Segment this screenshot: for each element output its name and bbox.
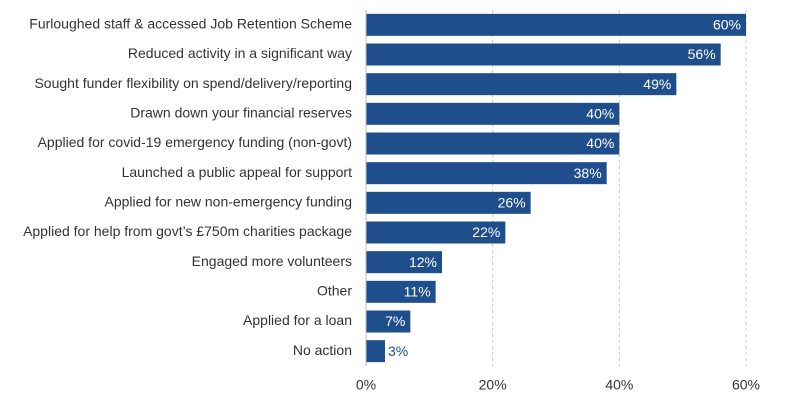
data-label: 38%: [574, 165, 602, 181]
category-label: Applied for help from govt’s £750m chari…: [23, 223, 352, 239]
data-label: 56%: [688, 46, 716, 62]
data-label: 11%: [404, 284, 431, 300]
category-label: Other: [317, 283, 352, 299]
bar: [366, 162, 607, 185]
data-label: 26%: [498, 195, 526, 211]
category-label: Applied for covid-19 emergency funding (…: [38, 134, 352, 150]
data-label: 22%: [472, 224, 500, 240]
x-tick-label: 40%: [605, 377, 633, 393]
category-label: Applied for a loan: [243, 312, 352, 328]
bar: [366, 251, 442, 274]
data-label: 49%: [643, 76, 671, 92]
bar: [366, 73, 677, 96]
data-label: 3%: [388, 343, 408, 359]
data-label: 40%: [586, 135, 614, 151]
category-label: Reduced activity in a significant way: [128, 45, 352, 61]
bar: [366, 43, 721, 66]
data-label: 7%: [385, 313, 405, 329]
bar: [366, 191, 531, 214]
category-label: Furloughed staff & accessed Job Retentio…: [29, 16, 352, 32]
category-label: Drawn down your financial reserves: [130, 105, 352, 121]
category-label: No action: [293, 342, 352, 358]
category-label: Applied for new non-emergency funding: [105, 194, 353, 210]
bar: [366, 13, 746, 36]
data-label: 60%: [713, 17, 741, 33]
bar: [366, 132, 620, 155]
bar: [366, 102, 620, 125]
data-label: 12%: [409, 254, 437, 270]
bar: [366, 340, 385, 363]
category-label: Sought funder flexibility on spend/deliv…: [34, 75, 352, 91]
category-label: Engaged more volunteers: [192, 253, 352, 269]
bar: [366, 280, 436, 303]
x-tick-label: 60%: [732, 377, 760, 393]
bar: [366, 221, 506, 244]
data-label: 40%: [586, 106, 614, 122]
category-label: Launched a public appeal for support: [122, 164, 353, 180]
x-tick-label: 0%: [356, 377, 376, 393]
bar: [366, 310, 411, 333]
x-tick-label: 20%: [479, 377, 507, 393]
